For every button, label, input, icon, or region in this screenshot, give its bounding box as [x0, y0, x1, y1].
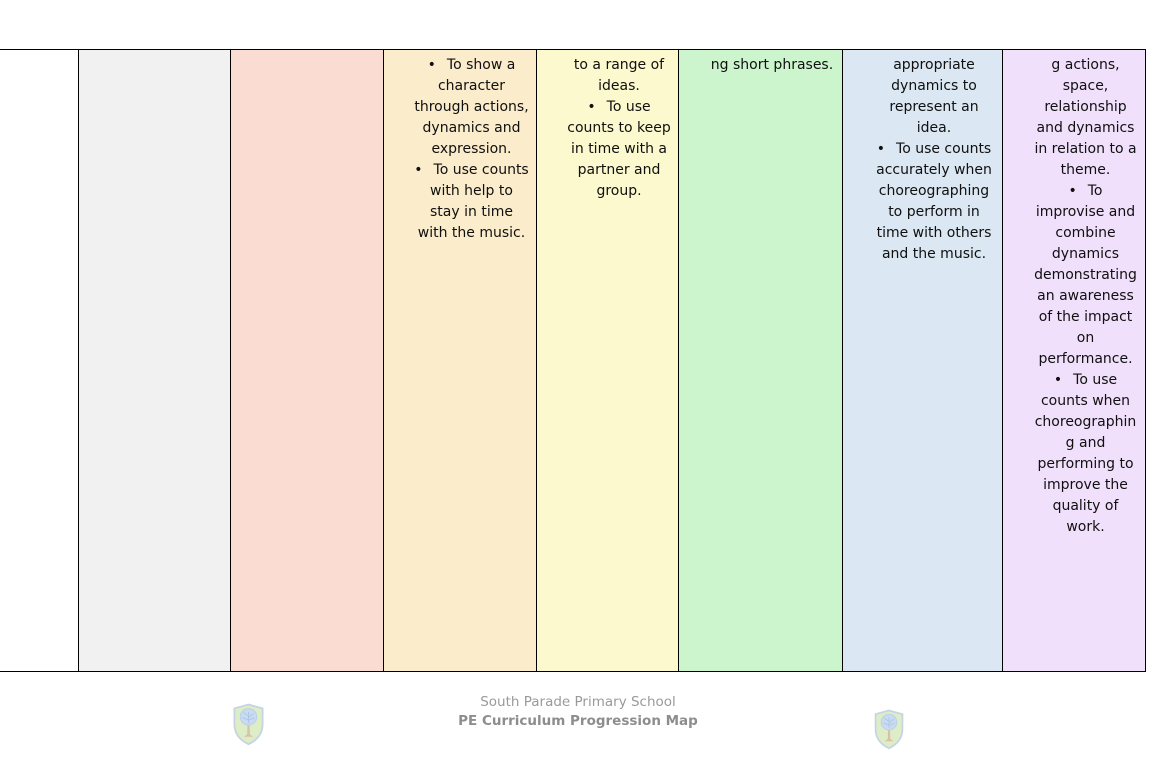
list-item: g actions, space, relationship and dynam…: [1033, 55, 1138, 181]
list-item: • To use counts when choreographing and p…: [1033, 370, 1138, 538]
bullet-icon: •: [587, 99, 596, 115]
table-cell-4: • To show a character through actions, dy…: [384, 50, 537, 671]
curriculum-table: • To show a character through actions, dy…: [0, 49, 1146, 672]
table-cell-8: g actions, space, relationship and dynam…: [1003, 50, 1146, 671]
bullet-icon: •: [1053, 372, 1063, 388]
bullet-icon: •: [1068, 183, 1077, 199]
table-cell-3: [231, 50, 384, 671]
list-item: to a range of ideas.: [567, 55, 671, 97]
list-item-text: To use counts when choreographing and pe…: [1034, 372, 1137, 535]
list-item-text: To use counts with help to stay in time …: [417, 162, 529, 241]
bullet-icon: •: [414, 162, 423, 178]
table-cell-6: ng short phrases.: [679, 50, 843, 671]
crest-tree-trunk: [243, 722, 254, 737]
table-cell-2: [79, 50, 231, 671]
bullet-icon: •: [876, 141, 886, 157]
list-item-text: to a range of ideas.: [573, 57, 665, 94]
list-item-text: To use counts accurately when choreograp…: [876, 141, 992, 262]
list-item-text: To use counts to keep in time with a par…: [567, 99, 671, 199]
list-item: • To show a character through actions, dy…: [414, 55, 529, 160]
school-crest-logo: [874, 709, 904, 750]
list-item: • To use counts to keep in time with a pa…: [567, 97, 671, 202]
list-item-text: To show a character through actions, dyn…: [414, 57, 529, 157]
table-cell-1: [0, 50, 79, 671]
document-title: PE Curriculum Progression Map: [458, 713, 698, 729]
list-item: ng short phrases.: [709, 55, 835, 76]
list-item: • To use counts accurately when choreogra…: [873, 139, 995, 265]
school-crest-logo: [233, 703, 264, 746]
list-item: • To improvise and combine dynamics demon…: [1033, 181, 1138, 370]
crest-tree-foliage: [239, 708, 258, 726]
list-item-text: g actions, space, relationship and dynam…: [1034, 57, 1137, 178]
list-item: appropriate dynamics to represent an ide…: [873, 55, 995, 139]
table-cell-7: appropriate dynamics to represent an ide…: [843, 50, 1003, 671]
bullet-icon: •: [427, 57, 436, 73]
crest-tree-trunk: [884, 727, 894, 742]
crest-tree-foliage: [880, 713, 898, 731]
list-item-text: To improvise and combine dynamics demons…: [1034, 183, 1137, 367]
table-cell-5: to a range of ideas. • To use counts to k…: [537, 50, 679, 671]
list-item-text: appropriate dynamics to represent an ide…: [889, 57, 979, 136]
footer: South Parade Primary School PE Curriculu…: [0, 693, 1156, 731]
list-item: • To use counts with help to stay in time…: [414, 160, 529, 244]
list-item-text: ng short phrases.: [710, 57, 834, 73]
school-name: South Parade Primary School: [480, 694, 676, 710]
